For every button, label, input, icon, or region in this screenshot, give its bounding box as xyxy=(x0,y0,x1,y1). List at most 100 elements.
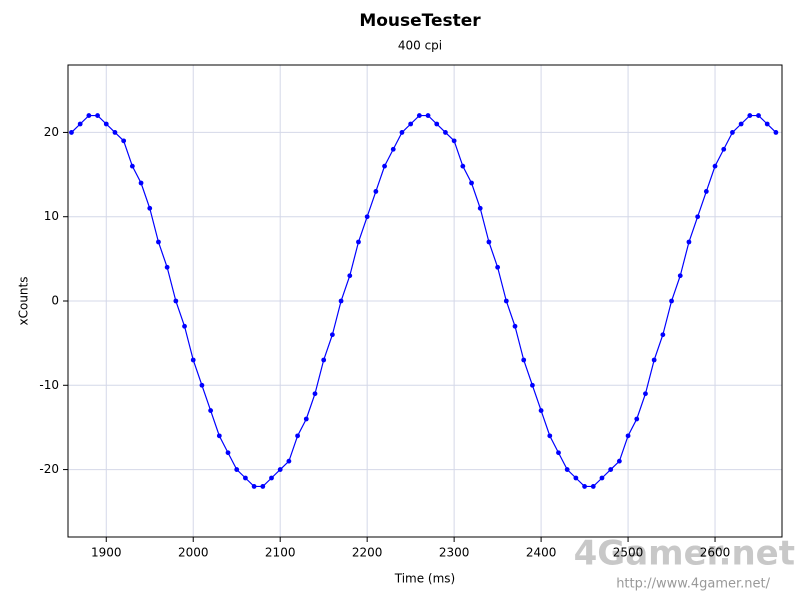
data-point xyxy=(660,332,666,338)
data-point xyxy=(573,475,579,481)
data-point xyxy=(303,416,309,422)
data-point xyxy=(347,273,353,279)
data-point xyxy=(129,163,135,169)
data-point xyxy=(243,475,248,481)
data-point xyxy=(738,121,744,127)
data-point xyxy=(425,113,431,118)
y-tick-label: -10 xyxy=(39,378,59,392)
data-point xyxy=(443,130,448,135)
data-point xyxy=(216,433,222,439)
data-point xyxy=(486,239,492,245)
data-point xyxy=(147,205,153,211)
plot-frame xyxy=(67,64,783,538)
data-point xyxy=(773,130,779,135)
x-tick-label: 2300 xyxy=(439,546,470,560)
data-point xyxy=(382,163,387,169)
data-point xyxy=(730,130,735,135)
data-point xyxy=(373,189,379,194)
data-point xyxy=(538,408,544,413)
data-point xyxy=(408,121,414,127)
data-point xyxy=(703,189,709,194)
data-point xyxy=(225,450,231,456)
y-tick-label: 0 xyxy=(51,294,59,308)
x-tick-label: 2600 xyxy=(700,546,731,560)
data-point xyxy=(338,298,344,304)
data-point xyxy=(399,130,405,135)
data-point xyxy=(495,264,501,270)
data-point xyxy=(651,357,657,363)
data-point xyxy=(356,239,361,245)
data-point xyxy=(608,467,614,472)
data-point xyxy=(756,113,761,118)
data-point xyxy=(512,323,518,329)
x-tick-label: 2500 xyxy=(613,546,644,560)
data-point xyxy=(669,298,674,304)
data-point xyxy=(530,382,535,388)
data-point xyxy=(190,357,196,363)
data-point xyxy=(712,163,718,169)
watermark-url: http://www.4gamer.net/ xyxy=(616,577,770,592)
data-point xyxy=(364,214,370,220)
data-point xyxy=(643,391,648,397)
data-point xyxy=(269,475,274,481)
data-point xyxy=(634,416,640,422)
data-point xyxy=(590,484,596,489)
x-axis-label: Time (ms) xyxy=(394,572,456,586)
watermark: 4Gamer.net xyxy=(574,534,795,574)
data-point xyxy=(564,467,570,472)
x-tick-label: 2000 xyxy=(178,546,209,560)
data-point xyxy=(77,121,83,127)
data-point xyxy=(251,484,257,489)
x-tick-label: 2400 xyxy=(526,546,557,560)
data-point xyxy=(86,113,92,118)
data-point xyxy=(416,113,422,118)
data-point xyxy=(121,138,127,144)
data-point xyxy=(95,113,100,118)
data-point xyxy=(599,475,605,481)
data-point xyxy=(286,458,292,464)
chart-title: MouseTester xyxy=(359,11,481,31)
data-point xyxy=(747,113,753,118)
data-point xyxy=(173,298,179,304)
data-point xyxy=(477,205,483,211)
data-point xyxy=(451,138,457,144)
data-point xyxy=(616,458,622,464)
y-tick-label: -20 xyxy=(39,462,59,476)
data-point xyxy=(156,239,161,245)
data-point xyxy=(582,484,587,489)
data-point xyxy=(182,323,187,329)
data-point xyxy=(460,163,466,169)
data-point xyxy=(69,130,74,135)
chart-subtitle: 400 cpi xyxy=(398,39,442,53)
data-point xyxy=(260,484,266,489)
data-point xyxy=(312,391,318,397)
data-point xyxy=(764,121,770,127)
data-point xyxy=(434,121,440,127)
y-axis-label: xCounts xyxy=(17,277,31,326)
data-point xyxy=(521,357,527,363)
data-point xyxy=(112,130,118,135)
data-point xyxy=(329,332,335,338)
data-point xyxy=(686,239,692,245)
data-point xyxy=(321,357,327,363)
data-point xyxy=(199,382,205,388)
data-point xyxy=(556,450,561,456)
y-tick-label: 20 xyxy=(44,125,59,139)
data-point xyxy=(234,467,240,472)
data-point xyxy=(138,180,144,186)
data-point xyxy=(164,264,170,270)
data-point xyxy=(625,433,631,439)
series-line xyxy=(71,114,777,488)
x-tick-label: 1900 xyxy=(91,546,122,560)
x-tick-label: 2200 xyxy=(352,546,383,560)
x-tick-label: 2100 xyxy=(265,546,296,560)
data-point xyxy=(721,146,727,152)
data-point xyxy=(390,146,396,152)
data-point xyxy=(103,121,109,127)
data-point xyxy=(469,180,474,186)
data-point xyxy=(295,433,300,439)
data-point xyxy=(677,273,683,279)
y-tick-label: 10 xyxy=(44,209,59,223)
